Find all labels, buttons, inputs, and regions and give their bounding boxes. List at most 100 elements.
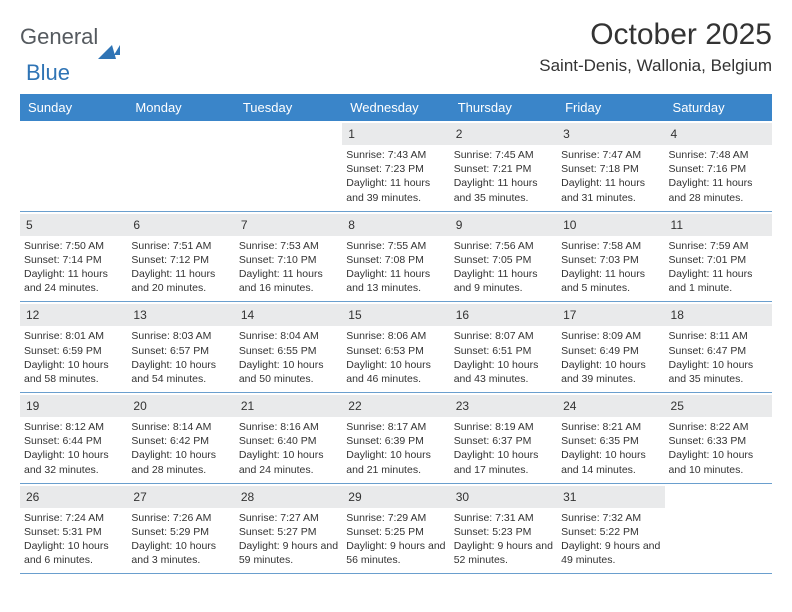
day-number-bar: 24 <box>557 395 664 417</box>
day-cell: 18Sunrise: 8:11 AMSunset: 6:47 PMDayligh… <box>665 302 772 392</box>
day-number-bar: 16 <box>450 304 557 326</box>
sunrise-text: Sunrise: 8:07 AM <box>454 329 553 343</box>
sunrise-text: Sunrise: 8:06 AM <box>346 329 445 343</box>
sunset-text: Sunset: 6:35 PM <box>561 434 660 448</box>
day-number-bar: 29 <box>342 486 449 508</box>
sunrise-text: Sunrise: 8:04 AM <box>239 329 338 343</box>
sunrise-text: Sunrise: 8:14 AM <box>131 420 230 434</box>
daylight-text: Daylight: 11 hours and 13 minutes. <box>346 267 445 295</box>
day-number: 29 <box>348 490 361 504</box>
day-number: 12 <box>26 308 39 322</box>
daylight-text: Daylight: 10 hours and 21 minutes. <box>346 448 445 476</box>
sunrise-text: Sunrise: 7:58 AM <box>561 239 660 253</box>
day-number-bar: 15 <box>342 304 449 326</box>
day-cell: 25Sunrise: 8:22 AMSunset: 6:33 PMDayligh… <box>665 393 772 483</box>
day-number-bar: 20 <box>127 395 234 417</box>
sunrise-text: Sunrise: 8:16 AM <box>239 420 338 434</box>
sunrise-text: Sunrise: 8:17 AM <box>346 420 445 434</box>
sunrise-text: Sunrise: 7:24 AM <box>24 511 123 525</box>
sunset-text: Sunset: 6:37 PM <box>454 434 553 448</box>
day-number: 20 <box>133 399 146 413</box>
sunrise-text: Sunrise: 7:48 AM <box>669 148 768 162</box>
day-cell: 23Sunrise: 8:19 AMSunset: 6:37 PMDayligh… <box>450 393 557 483</box>
sunset-text: Sunset: 7:08 PM <box>346 253 445 267</box>
sunrise-text: Sunrise: 8:03 AM <box>131 329 230 343</box>
day-number: 28 <box>241 490 254 504</box>
day-number: 30 <box>456 490 469 504</box>
sunrise-text: Sunrise: 7:45 AM <box>454 148 553 162</box>
sunset-text: Sunset: 5:29 PM <box>131 525 230 539</box>
sunrise-text: Sunrise: 7:56 AM <box>454 239 553 253</box>
daylight-text: Daylight: 10 hours and 50 minutes. <box>239 358 338 386</box>
daylight-text: Daylight: 10 hours and 39 minutes. <box>561 358 660 386</box>
day-cell: 10Sunrise: 7:58 AMSunset: 7:03 PMDayligh… <box>557 212 664 302</box>
day-number-bar: 21 <box>235 395 342 417</box>
day-number: 10 <box>563 218 576 232</box>
day-number: 24 <box>563 399 576 413</box>
day-number: 31 <box>563 490 576 504</box>
day-header: Thursday <box>450 94 557 121</box>
day-cell: 7Sunrise: 7:53 AMSunset: 7:10 PMDaylight… <box>235 212 342 302</box>
sunset-text: Sunset: 5:31 PM <box>24 525 123 539</box>
day-cell: 30Sunrise: 7:31 AMSunset: 5:23 PMDayligh… <box>450 484 557 574</box>
day-number-bar: 3 <box>557 123 664 145</box>
day-cell: 12Sunrise: 8:01 AMSunset: 6:59 PMDayligh… <box>20 302 127 392</box>
day-number: 9 <box>456 218 463 232</box>
sunset-text: Sunset: 6:57 PM <box>131 344 230 358</box>
daylight-text: Daylight: 10 hours and 3 minutes. <box>131 539 230 567</box>
sunset-text: Sunset: 6:44 PM <box>24 434 123 448</box>
daylight-text: Daylight: 11 hours and 9 minutes. <box>454 267 553 295</box>
day-cell <box>665 484 772 574</box>
day-number: 3 <box>563 127 570 141</box>
day-number-bar: 30 <box>450 486 557 508</box>
daylight-text: Daylight: 10 hours and 43 minutes. <box>454 358 553 386</box>
sunset-text: Sunset: 6:59 PM <box>24 344 123 358</box>
day-number: 17 <box>563 308 576 322</box>
sunset-text: Sunset: 7:14 PM <box>24 253 123 267</box>
day-number: 23 <box>456 399 469 413</box>
sunset-text: Sunset: 7:10 PM <box>239 253 338 267</box>
sunset-text: Sunset: 7:05 PM <box>454 253 553 267</box>
sunrise-text: Sunrise: 7:51 AM <box>131 239 230 253</box>
day-number-bar: 9 <box>450 214 557 236</box>
day-cell: 21Sunrise: 8:16 AMSunset: 6:40 PMDayligh… <box>235 393 342 483</box>
logo-triangle-icon <box>114 28 120 55</box>
sunrise-text: Sunrise: 8:21 AM <box>561 420 660 434</box>
day-number-bar: 27 <box>127 486 234 508</box>
sunrise-text: Sunrise: 8:12 AM <box>24 420 123 434</box>
day-number-bar: 5 <box>20 214 127 236</box>
daylight-text: Daylight: 10 hours and 14 minutes. <box>561 448 660 476</box>
sunset-text: Sunset: 5:25 PM <box>346 525 445 539</box>
day-number-bar: 14 <box>235 304 342 326</box>
sunrise-text: Sunrise: 8:22 AM <box>669 420 768 434</box>
daylight-text: Daylight: 9 hours and 56 minutes. <box>346 539 445 567</box>
daylight-text: Daylight: 9 hours and 59 minutes. <box>239 539 338 567</box>
day-number-bar: 10 <box>557 214 664 236</box>
daylight-text: Daylight: 10 hours and 54 minutes. <box>131 358 230 386</box>
day-number: 16 <box>456 308 469 322</box>
week-row: 1Sunrise: 7:43 AMSunset: 7:23 PMDaylight… <box>20 121 772 212</box>
logo-word-1: General <box>20 24 98 50</box>
day-number: 21 <box>241 399 254 413</box>
day-cell: 27Sunrise: 7:26 AMSunset: 5:29 PMDayligh… <box>127 484 234 574</box>
sunset-text: Sunset: 6:53 PM <box>346 344 445 358</box>
sunset-text: Sunset: 7:18 PM <box>561 162 660 176</box>
day-number: 25 <box>671 399 684 413</box>
day-number-bar <box>127 123 234 127</box>
day-cell: 19Sunrise: 8:12 AMSunset: 6:44 PMDayligh… <box>20 393 127 483</box>
daylight-text: Daylight: 10 hours and 28 minutes. <box>131 448 230 476</box>
day-number: 6 <box>133 218 140 232</box>
logo-word-2: Blue <box>26 60 70 86</box>
daylight-text: Daylight: 10 hours and 6 minutes. <box>24 539 123 567</box>
day-cell: 22Sunrise: 8:17 AMSunset: 6:39 PMDayligh… <box>342 393 449 483</box>
day-number-bar: 13 <box>127 304 234 326</box>
sunrise-text: Sunrise: 7:27 AM <box>239 511 338 525</box>
week-row: 12Sunrise: 8:01 AMSunset: 6:59 PMDayligh… <box>20 302 772 393</box>
day-number-bar: 4 <box>665 123 772 145</box>
day-number: 1 <box>348 127 355 141</box>
day-number: 26 <box>26 490 39 504</box>
sunset-text: Sunset: 5:22 PM <box>561 525 660 539</box>
sunset-text: Sunset: 6:42 PM <box>131 434 230 448</box>
day-number: 5 <box>26 218 33 232</box>
calendar-grid: Sunday Monday Tuesday Wednesday Thursday… <box>20 94 772 574</box>
